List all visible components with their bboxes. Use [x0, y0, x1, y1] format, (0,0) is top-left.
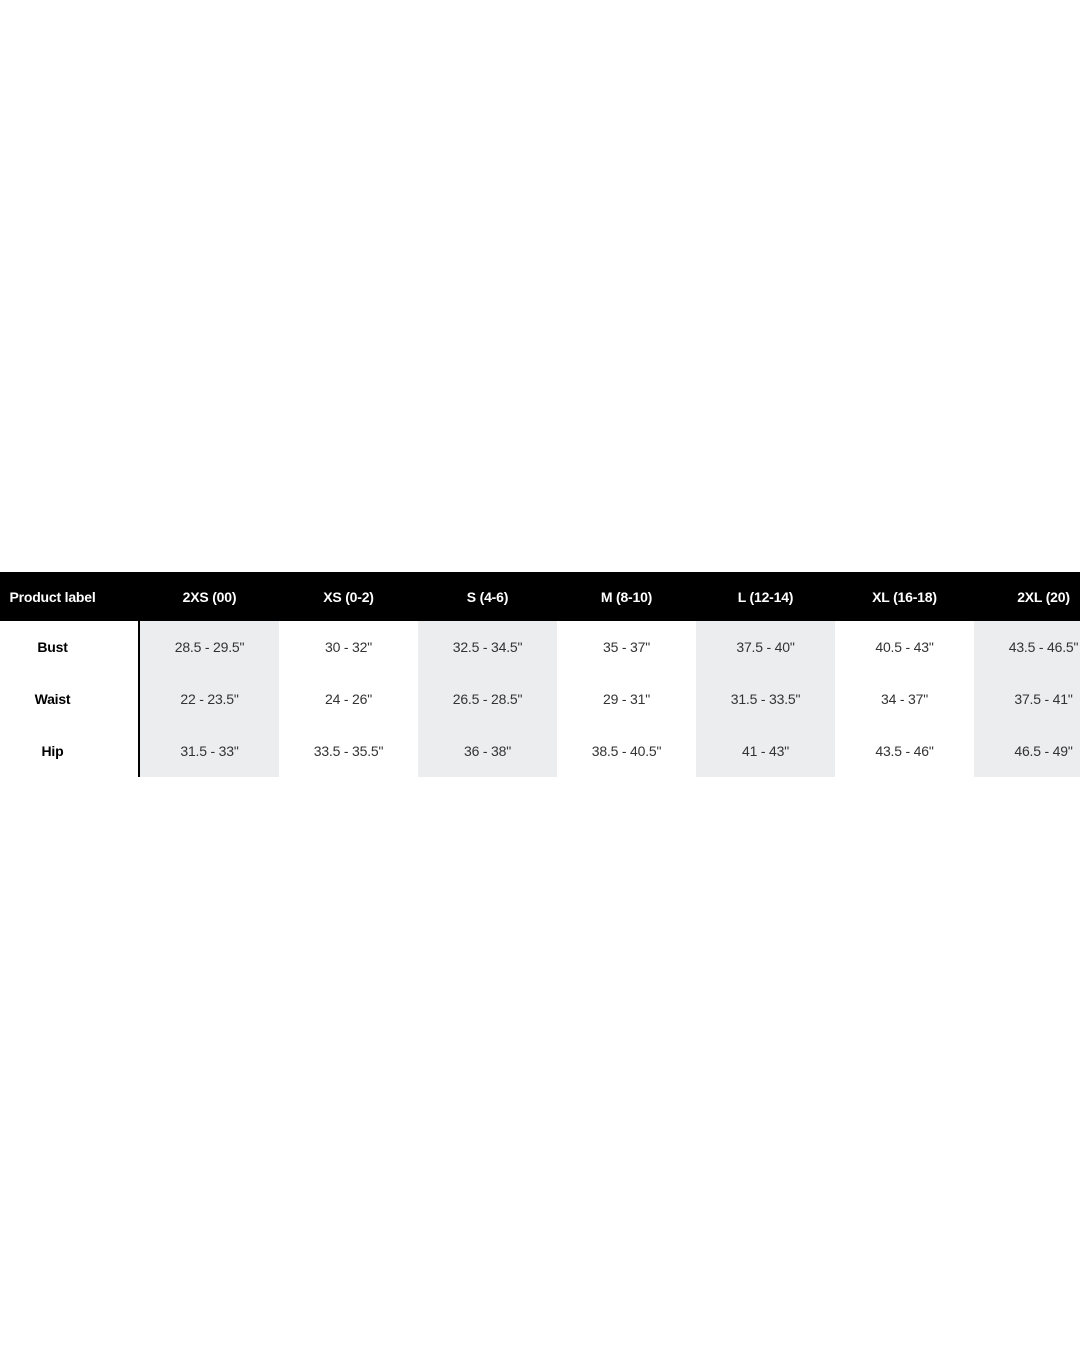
row-label-hip: Hip [41, 743, 64, 759]
header-cell-product-label: Product label [0, 572, 105, 621]
cell-hip-2xl: 46.5 - 49" [974, 725, 1080, 777]
cell-waist-2xl: 37.5 - 41" [974, 673, 1080, 725]
size-chart-scroll-area[interactable]: Product label 2XS (00) XS (0-2) S (4-6) … [0, 572, 1080, 777]
cell-hip-l: 41 - 43" [696, 725, 835, 777]
header-cell-l: L (12-14) [696, 572, 835, 621]
cell-hip-xl: 43.5 - 46" [875, 743, 934, 759]
cell-bust-m: 35 - 37" [603, 639, 650, 655]
cell-waist-xl: 34 - 37" [881, 691, 928, 707]
cell-waist-s: 26.5 - 28.5" [418, 673, 557, 725]
header-cell-m: M (8-10) [557, 572, 696, 621]
cell-waist-2xs: 22 - 23.5" [140, 673, 279, 725]
cell-waist-xs: 24 - 26" [325, 691, 372, 707]
header-cell-2xl: 2XL (20) [974, 572, 1080, 621]
header-cell-s: S (4-6) [418, 572, 557, 621]
cell-bust-s: 32.5 - 34.5" [418, 621, 557, 673]
row-spacer [105, 621, 138, 673]
header-spacer [105, 572, 138, 621]
row-label-waist: Waist [34, 691, 71, 707]
size-chart-table: Product label 2XS (00) XS (0-2) S (4-6) … [0, 572, 1080, 777]
cell-waist-m: 29 - 31" [603, 691, 650, 707]
column-divider [138, 673, 140, 725]
cell-hip-s: 36 - 38" [418, 725, 557, 777]
cell-waist-l: 31.5 - 33.5" [696, 673, 835, 725]
header-cell-2xs: 2XS (00) [140, 572, 279, 621]
cell-bust-2xl: 43.5 - 46.5" [974, 621, 1080, 673]
row-spacer [105, 725, 138, 777]
cell-bust-xl: 40.5 - 43" [875, 639, 934, 655]
column-divider [138, 725, 140, 777]
cell-bust-xs: 30 - 32" [325, 639, 372, 655]
row-label-bust: Bust [37, 639, 68, 655]
cell-hip-xs: 33.5 - 35.5" [313, 743, 384, 759]
cell-bust-l: 37.5 - 40" [696, 621, 835, 673]
column-divider [138, 621, 140, 673]
cell-hip-2xs: 31.5 - 33" [140, 725, 279, 777]
header-cell-xs: XS (0-2) [279, 572, 418, 621]
header-divider [138, 572, 140, 621]
cell-bust-2xs: 28.5 - 29.5" [140, 621, 279, 673]
cell-hip-m: 38.5 - 40.5" [591, 743, 662, 759]
header-cell-xl: XL (16-18) [835, 572, 974, 621]
row-spacer [105, 673, 138, 725]
